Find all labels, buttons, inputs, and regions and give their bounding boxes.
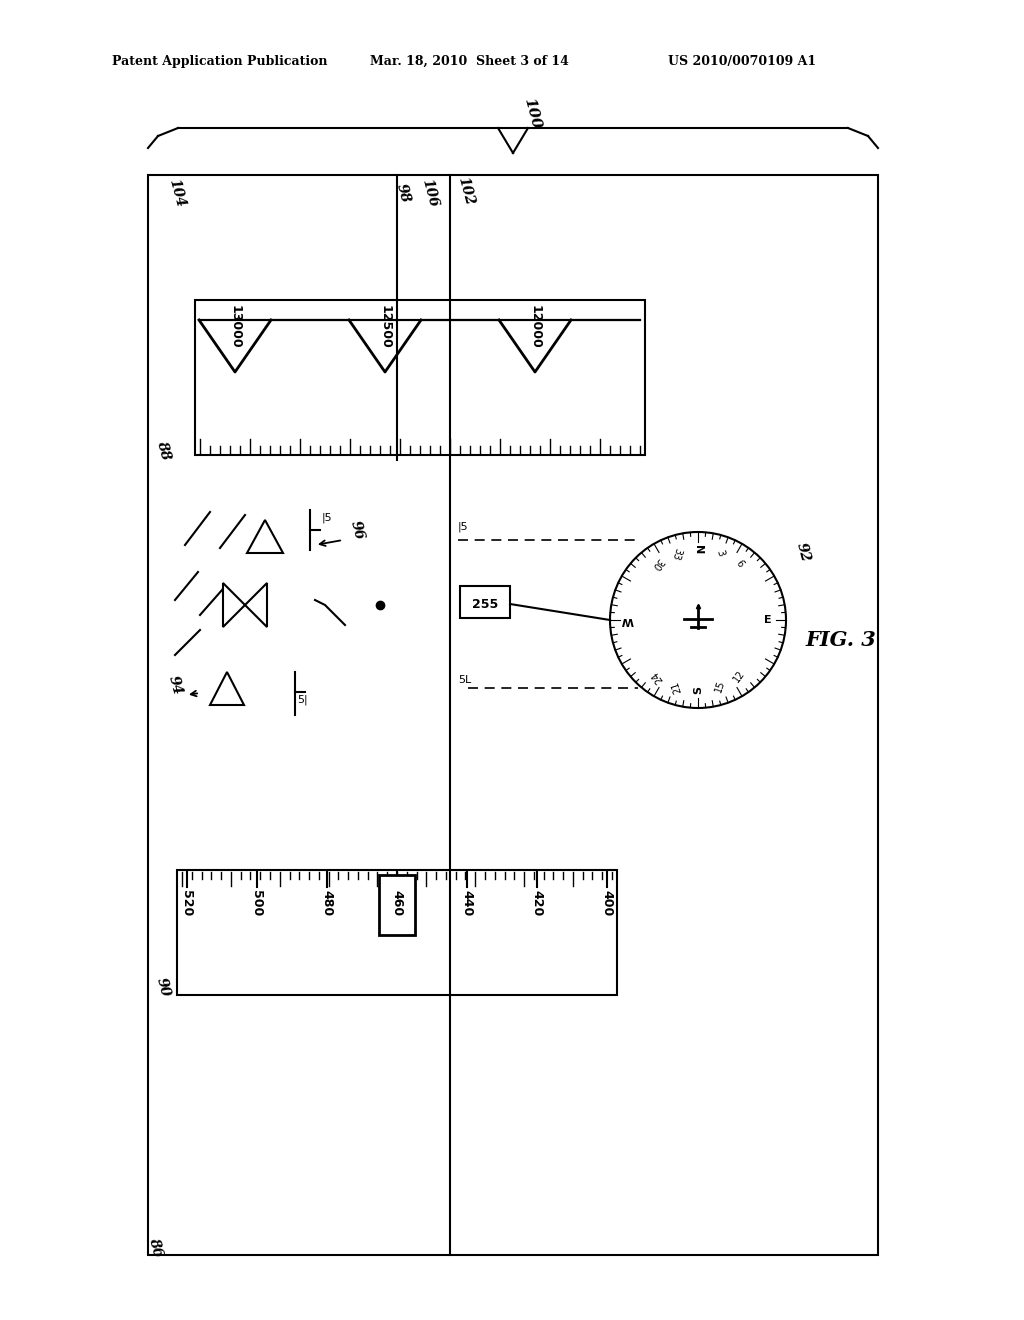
Text: 6: 6 [733,558,745,569]
Text: 13000: 13000 [228,305,242,348]
Bar [177,870,617,995]
Text: 100: 100 [521,96,543,131]
Text: 520: 520 [180,890,194,916]
Text: 88: 88 [154,438,172,461]
Text: 106: 106 [419,177,440,209]
Text: 12: 12 [731,669,746,685]
Text: Patent Application Publication: Patent Application Publication [112,55,328,69]
Text: 102: 102 [455,176,476,207]
Text: 500: 500 [251,890,263,916]
Text: 90: 90 [154,975,172,998]
Text: E: E [764,615,772,624]
Text: 255: 255 [472,598,498,610]
Bar [379,875,415,935]
Text: |5: |5 [458,521,469,532]
Text: 86: 86 [146,1236,165,1258]
Text: 480: 480 [321,890,334,916]
Text: |5: |5 [322,512,333,523]
Text: 94: 94 [166,675,184,696]
Text: S: S [693,686,703,694]
Text: 5|: 5| [297,694,307,705]
Text: 98: 98 [394,182,413,205]
Text: 92: 92 [794,541,812,564]
Text: 104: 104 [166,177,187,209]
Bar [195,300,645,455]
Text: 96: 96 [348,519,367,541]
Text: Mar. 18, 2010  Sheet 3 of 14: Mar. 18, 2010 Sheet 3 of 14 [370,55,569,69]
Text: 460: 460 [390,890,403,916]
Bar [460,586,510,618]
Bar [148,176,878,1255]
Text: 30: 30 [649,556,665,572]
Text: N: N [693,545,703,554]
Text: 12000: 12000 [528,305,542,348]
Text: 15: 15 [713,680,726,694]
Text: 21: 21 [670,680,683,694]
Text: W: W [622,615,634,624]
Text: US 2010/0070109 A1: US 2010/0070109 A1 [668,55,816,69]
Text: 420: 420 [530,890,544,916]
Text: 400: 400 [600,890,613,916]
Text: FIG. 3: FIG. 3 [805,630,876,649]
Text: 3: 3 [714,549,725,558]
Text: 440: 440 [461,890,473,916]
Text: 12500: 12500 [379,305,391,348]
Text: 460: 460 [390,890,403,916]
Text: 24: 24 [649,669,665,685]
Text: 5L: 5L [458,675,471,685]
Text: 33: 33 [670,546,683,561]
